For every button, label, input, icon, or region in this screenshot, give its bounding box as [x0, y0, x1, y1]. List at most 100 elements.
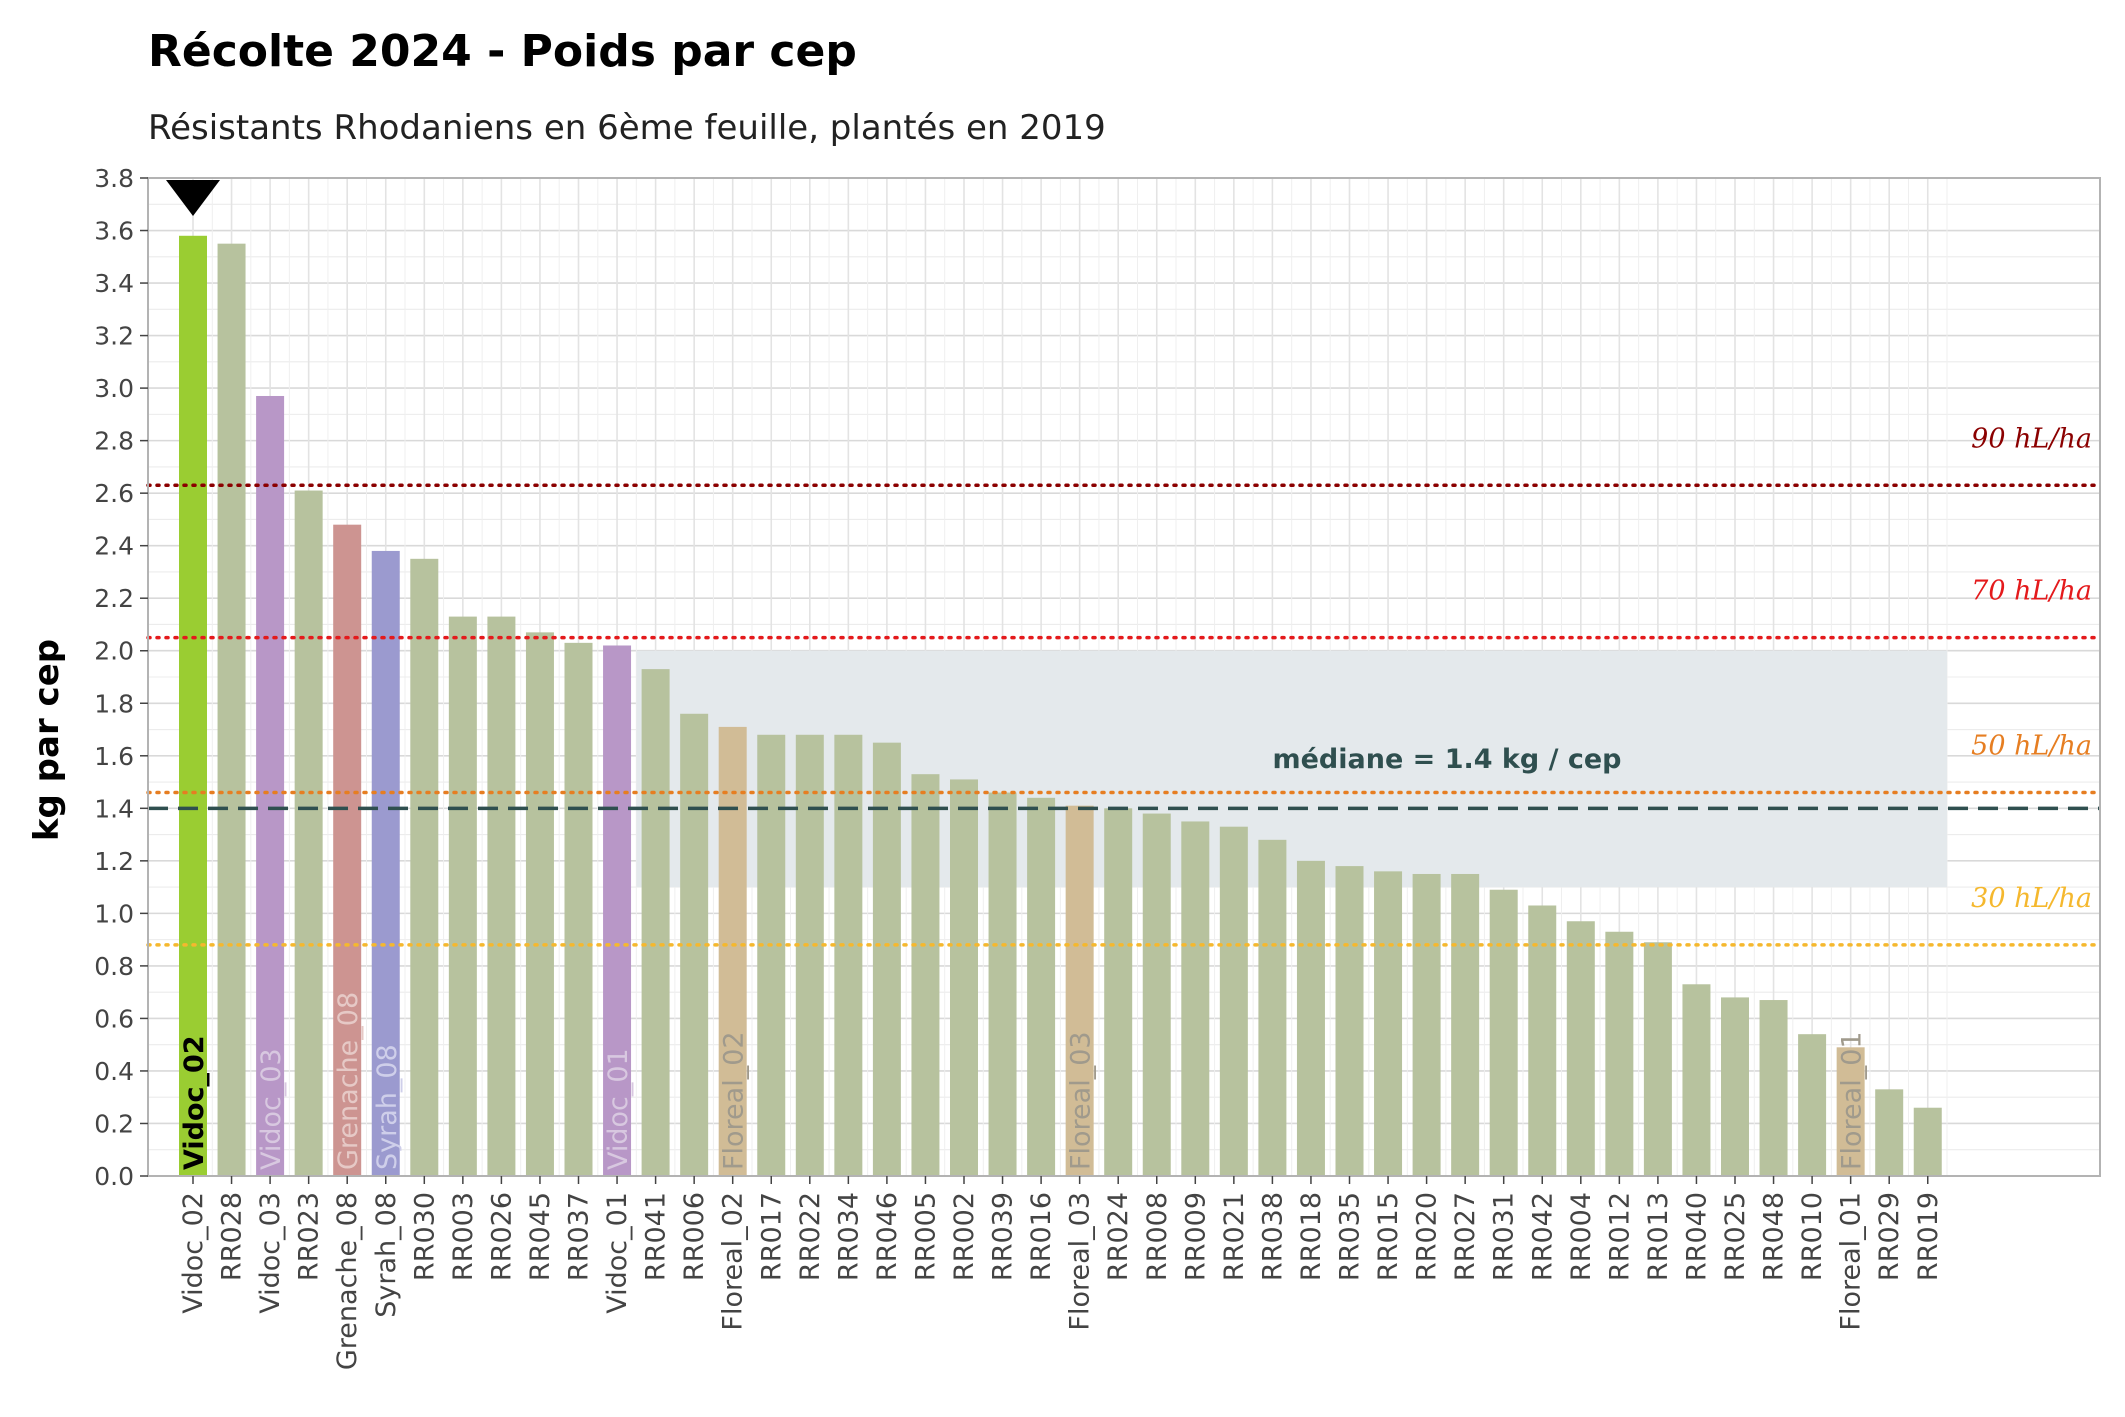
bar [1296, 860, 1325, 1176]
x-tick-label: RR012 [1604, 1192, 1635, 1281]
bar [1682, 984, 1711, 1176]
chart-subtitle: Résistants Rhodaniens en 6ème feuille, p… [148, 108, 1106, 148]
x-tick-label: RR045 [525, 1192, 556, 1281]
bar-inside-label: Vidoc_02 [179, 1035, 210, 1170]
bar-inside-label: Floreal_02 [719, 1031, 750, 1170]
y-tick-label: 3.4 [94, 269, 134, 298]
bar [333, 524, 362, 1176]
y-tick-label: 1.2 [94, 847, 134, 876]
reference-line-label: 50 hL/ha [1971, 731, 2092, 762]
x-tick-label: RR035 [1335, 1192, 1366, 1281]
x-tick-label: Floreal_02 [718, 1192, 749, 1331]
bar [834, 734, 863, 1176]
bar [179, 235, 207, 1177]
bar [564, 642, 593, 1176]
y-tick-label: 1.6 [94, 742, 134, 771]
bar [1489, 889, 1518, 1176]
y-tick-label: 0.2 [94, 1109, 134, 1138]
bar [1759, 1000, 1788, 1176]
bar [757, 734, 786, 1176]
reference-line-label: 70 hL/ha [1971, 576, 2092, 607]
x-tick-label: RR038 [1257, 1192, 1288, 1281]
chart-title: Récolte 2024 - Poids par cep [148, 26, 857, 77]
bar [1451, 873, 1480, 1176]
y-tick-label: 0.4 [94, 1057, 134, 1086]
x-tick-label: RR034 [833, 1192, 864, 1281]
bar [487, 616, 516, 1176]
x-tick-label: RR021 [1219, 1192, 1250, 1281]
bar [1836, 1047, 1865, 1176]
y-tick-label: 2.4 [94, 532, 134, 561]
reference-line-label: 30 hL/ha [1971, 883, 2092, 914]
y-tick-label: 2.8 [94, 427, 134, 456]
x-tick-label: RR037 [564, 1192, 595, 1281]
bar [718, 726, 747, 1176]
x-tick-label: RR025 [1720, 1192, 1751, 1281]
bar [603, 645, 632, 1176]
x-tick-label: RR028 [217, 1192, 248, 1281]
x-tick-label: RR026 [486, 1192, 517, 1281]
x-tick-label: RR005 [910, 1192, 941, 1281]
x-tick-label: RR039 [988, 1192, 1019, 1281]
reference-line-label: 90 hL/ha [1971, 423, 2092, 454]
y-tick-label: 1.8 [94, 689, 134, 718]
bar [1335, 866, 1364, 1176]
x-tick-label: RR041 [641, 1192, 672, 1281]
bar [1142, 813, 1171, 1176]
x-tick-label: RR003 [448, 1192, 479, 1281]
x-tick-label: Floreal_01 [1836, 1192, 1867, 1331]
bar [1181, 821, 1210, 1176]
bar-inside-label: Floreal_01 [1837, 1031, 1868, 1170]
x-tick-label: RR020 [1412, 1192, 1443, 1281]
x-tick-label: RR048 [1759, 1192, 1790, 1281]
x-tick-label: Floreal_03 [1065, 1192, 1096, 1331]
bar-inside-label: Floreal_03 [1066, 1031, 1097, 1170]
y-tick-label: 3.6 [94, 217, 134, 246]
bar [1027, 797, 1056, 1176]
x-tick-label: RR016 [1026, 1192, 1057, 1281]
x-tick-label: RR031 [1489, 1192, 1520, 1281]
bar [1643, 942, 1672, 1176]
x-tick-label: RR040 [1681, 1192, 1712, 1281]
bar [988, 792, 1017, 1176]
bar [1374, 871, 1403, 1176]
x-tick-label: RR009 [1180, 1192, 1211, 1281]
bar [641, 669, 670, 1176]
x-tick-label: RR018 [1296, 1192, 1327, 1281]
x-tick-label: RR023 [294, 1192, 325, 1281]
bar [1913, 1107, 1942, 1176]
y-tick-label: 2.0 [94, 637, 134, 666]
x-tick-label: Grenache_08 [332, 1192, 363, 1370]
y-tick-label: 1.4 [94, 794, 134, 823]
y-tick-label: 3.2 [94, 322, 134, 351]
bar-inside-label: Vidoc_03 [256, 1048, 287, 1170]
y-tick-label: 0.8 [94, 952, 134, 981]
x-tick-label: RR002 [949, 1192, 980, 1281]
x-tick-label: RR042 [1527, 1192, 1558, 1281]
bar [1528, 905, 1557, 1176]
x-tick-label: RR008 [1142, 1192, 1173, 1281]
y-tick-label: 3.0 [94, 374, 134, 403]
highlight-marker-icon [166, 180, 220, 216]
bar [448, 616, 477, 1176]
x-tick-label: RR046 [872, 1192, 903, 1281]
x-tick-label: RR024 [1103, 1192, 1134, 1281]
x-tick-label: RR022 [795, 1192, 826, 1281]
bar [1566, 921, 1595, 1176]
median-label: médiane = 1.4 kg / cep [1272, 744, 1621, 775]
bar [1258, 839, 1287, 1176]
x-tick-label: RR004 [1566, 1192, 1597, 1281]
bar [1412, 873, 1441, 1176]
x-tick-label: RR029 [1874, 1192, 1905, 1281]
bar [1104, 808, 1133, 1176]
x-tick-label: RR015 [1373, 1192, 1404, 1281]
x-tick-label: RR006 [679, 1192, 710, 1281]
bar [795, 734, 824, 1176]
bar [1219, 826, 1248, 1176]
x-tick-label: RR019 [1913, 1192, 1944, 1281]
x-tick-label: Vidoc_02 [178, 1192, 209, 1314]
y-tick-label: 2.2 [94, 584, 134, 613]
bar-inside-label: Vidoc_01 [603, 1048, 634, 1170]
x-tick-label: Vidoc_01 [602, 1192, 633, 1314]
